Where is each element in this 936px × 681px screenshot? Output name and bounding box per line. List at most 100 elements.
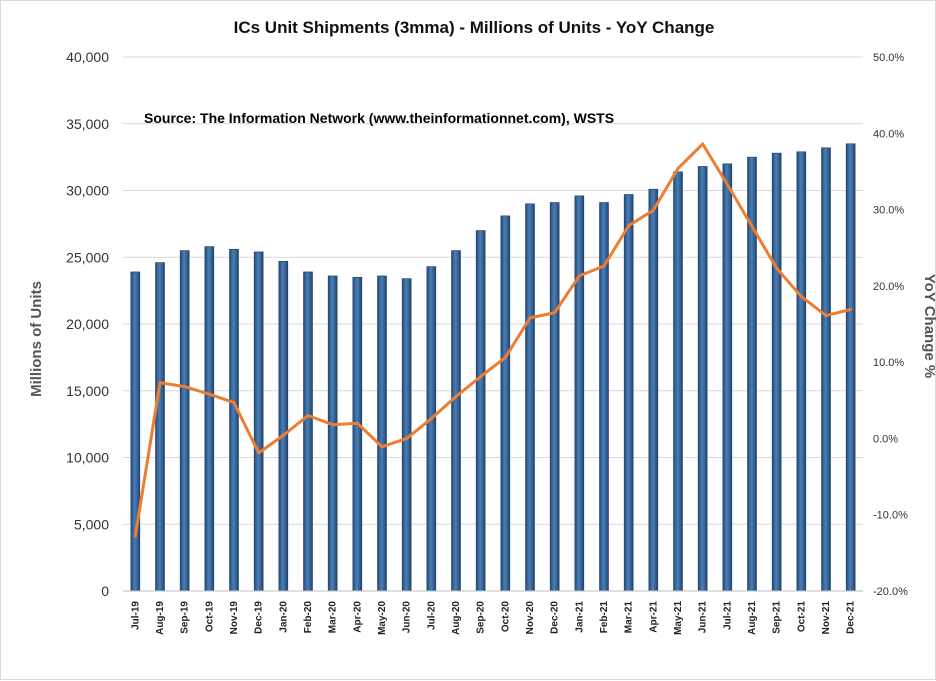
y2-tick-label: 50.0%: [873, 52, 904, 64]
y2-axis-label: YoY Change %: [921, 274, 936, 378]
x-tick-label: Jul-20: [426, 601, 437, 630]
line-point: [183, 385, 187, 389]
bar: [574, 195, 585, 592]
y2-tick-label: 10.0%: [873, 357, 904, 369]
y2-tick-label: 40.0%: [873, 128, 904, 140]
y-tick-label: 15,000: [66, 383, 109, 399]
line-point: [158, 381, 162, 385]
x-tick-label: Jul-21: [722, 601, 733, 630]
y-tick-label: 25,000: [66, 249, 109, 265]
x-tick-label: Oct-21: [796, 601, 807, 633]
bar: [722, 163, 733, 592]
line-point: [775, 266, 779, 270]
x-tick-label: Feb-21: [599, 601, 610, 634]
line-point: [651, 208, 655, 212]
line-point: [701, 142, 705, 146]
y-tick-label: 20,000: [66, 316, 109, 332]
y-tick-label: 10,000: [66, 450, 109, 466]
gridlines: [123, 56, 863, 525]
x-tick-label: Oct-19: [204, 601, 215, 633]
bar: [549, 202, 560, 592]
line-point: [602, 264, 606, 268]
line-point: [528, 316, 532, 320]
bar: [303, 271, 313, 592]
line-point: [577, 274, 581, 278]
y2-tick-label: -20.0%: [873, 586, 908, 598]
bar: [821, 147, 831, 592]
line-point: [503, 356, 507, 360]
x-tick-label: May-20: [377, 601, 388, 635]
bar: [623, 194, 634, 592]
y2-tick-label: -10.0%: [873, 510, 908, 522]
y2-tick-label: 20.0%: [873, 281, 904, 293]
x-tick-label: May-21: [673, 601, 684, 635]
bar: [697, 166, 708, 592]
bar: [204, 246, 215, 592]
x-tick-label: Sep-19: [180, 601, 191, 634]
y2-tick-label: 30.0%: [873, 205, 904, 217]
bar: [278, 260, 289, 592]
x-tick-label: Dec-20: [550, 601, 561, 634]
bar: [130, 271, 141, 592]
bar: [500, 215, 511, 592]
line-point: [380, 445, 384, 449]
bar: [253, 251, 264, 592]
line-point: [676, 166, 680, 170]
bar: [327, 275, 338, 592]
y-tick-label: 40,000: [66, 49, 109, 65]
line-point: [355, 421, 359, 425]
y-axis-label: Millions of Units: [28, 281, 45, 397]
bar: [155, 262, 165, 592]
line-point: [232, 401, 236, 405]
bar: [451, 250, 461, 592]
bar: [771, 152, 782, 592]
line-point: [799, 295, 803, 299]
bar: [796, 151, 807, 592]
line-point: [750, 224, 754, 228]
bar: [648, 188, 659, 592]
bar: [475, 230, 486, 592]
bar: [525, 203, 535, 592]
bar: [426, 266, 437, 592]
x-tick-label: Jan-21: [574, 601, 585, 633]
bar: [845, 143, 856, 592]
x-tick-label: Mar-20: [328, 601, 339, 634]
line-point: [331, 423, 335, 427]
bar: [229, 248, 239, 592]
x-tick-label: Nov-21: [821, 601, 832, 635]
line-series: [133, 142, 853, 538]
x-tick-label: Apr-20: [352, 601, 363, 633]
x-tick-label: Apr-21: [648, 601, 659, 633]
x-tick-label: Sep-21: [772, 601, 783, 634]
x-tick-label: Nov-20: [525, 601, 536, 635]
x-tick-label: Oct-20: [500, 601, 511, 633]
line-point: [627, 224, 631, 228]
line-point: [281, 433, 285, 437]
x-tick-label: Jan-20: [278, 601, 289, 633]
line-point: [405, 436, 409, 440]
axes: 0 5,000 10,000 15,000 20,000 25,000 30,000 35,0…: [66, 49, 908, 635]
y-tick-label: 5,000: [74, 516, 109, 532]
y-tick-label: 0: [101, 583, 109, 599]
y2-tick-label: 0.0%: [873, 433, 898, 445]
line-point: [429, 417, 433, 421]
line-point: [849, 308, 853, 312]
x-tick-label: Jun-20: [402, 601, 413, 634]
x-tick-label: Dec-21: [846, 601, 857, 634]
bar: [179, 250, 190, 592]
x-tick-label: Mar-21: [624, 601, 635, 634]
line-point: [824, 314, 828, 318]
x-tick-label: Aug-20: [451, 601, 462, 635]
bar: [377, 275, 387, 592]
bar: [352, 276, 363, 592]
bar: [673, 171, 683, 592]
y-tick-label: 30,000: [66, 183, 109, 199]
source-annotation: Source: The Information Network (www.the…: [144, 110, 614, 126]
x-tick-label: Aug-21: [747, 601, 758, 635]
line-point: [454, 394, 458, 398]
line-point: [257, 451, 261, 455]
x-tick-label: Nov-19: [229, 601, 240, 635]
line-point: [306, 414, 310, 418]
